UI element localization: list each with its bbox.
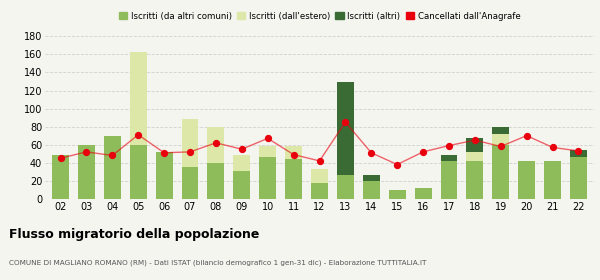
Bar — [415, 188, 431, 199]
Bar — [544, 161, 561, 199]
Bar — [493, 145, 509, 199]
Bar — [570, 157, 587, 199]
Point — [522, 133, 532, 138]
Bar — [182, 119, 199, 167]
Bar — [208, 127, 224, 163]
Bar — [466, 161, 483, 199]
Bar — [337, 175, 354, 199]
Point — [548, 145, 557, 150]
Point — [574, 149, 583, 153]
Point — [341, 120, 350, 124]
Point — [133, 132, 143, 137]
Bar — [311, 169, 328, 183]
Point — [211, 141, 221, 145]
Point — [107, 153, 117, 158]
Point — [444, 143, 454, 148]
Bar — [259, 146, 276, 157]
Bar — [130, 145, 146, 199]
Bar — [208, 163, 224, 199]
Bar — [363, 175, 380, 181]
Point — [56, 156, 65, 160]
Bar — [104, 136, 121, 199]
Point — [289, 152, 298, 157]
Bar — [233, 155, 250, 171]
Bar — [259, 157, 276, 199]
Bar — [440, 161, 457, 199]
Point — [367, 151, 376, 155]
Point — [315, 159, 325, 163]
Bar — [440, 155, 457, 161]
Bar — [78, 145, 95, 199]
Text: COMUNE DI MAGLIANO ROMANO (RM) - Dati ISTAT (bilancio demografico 1 gen-31 dic) : COMUNE DI MAGLIANO ROMANO (RM) - Dati IS… — [9, 259, 427, 265]
Bar — [130, 52, 146, 145]
Point — [237, 147, 247, 151]
Bar — [337, 81, 354, 175]
Bar — [311, 183, 328, 199]
Bar — [156, 152, 173, 199]
Bar — [182, 167, 199, 199]
Bar — [233, 171, 250, 199]
Bar — [285, 146, 302, 159]
Point — [185, 150, 195, 154]
Bar — [389, 190, 406, 199]
Bar — [493, 127, 509, 134]
Point — [418, 150, 428, 154]
Bar — [493, 134, 509, 145]
Text: Flusso migratorio della popolazione: Flusso migratorio della popolazione — [9, 228, 259, 241]
Point — [470, 138, 479, 143]
Legend: Iscritti (da altri comuni), Iscritti (dall'estero), Iscritti (altri), Cancellati: Iscritti (da altri comuni), Iscritti (da… — [115, 8, 524, 24]
Bar — [52, 155, 69, 199]
Point — [82, 150, 91, 154]
Bar — [363, 181, 380, 199]
Bar — [285, 159, 302, 199]
Point — [496, 144, 506, 149]
Bar — [466, 138, 483, 152]
Bar — [466, 152, 483, 161]
Point — [160, 151, 169, 155]
Point — [263, 136, 272, 141]
Bar — [518, 161, 535, 199]
Point — [392, 162, 402, 167]
Bar — [570, 150, 587, 157]
